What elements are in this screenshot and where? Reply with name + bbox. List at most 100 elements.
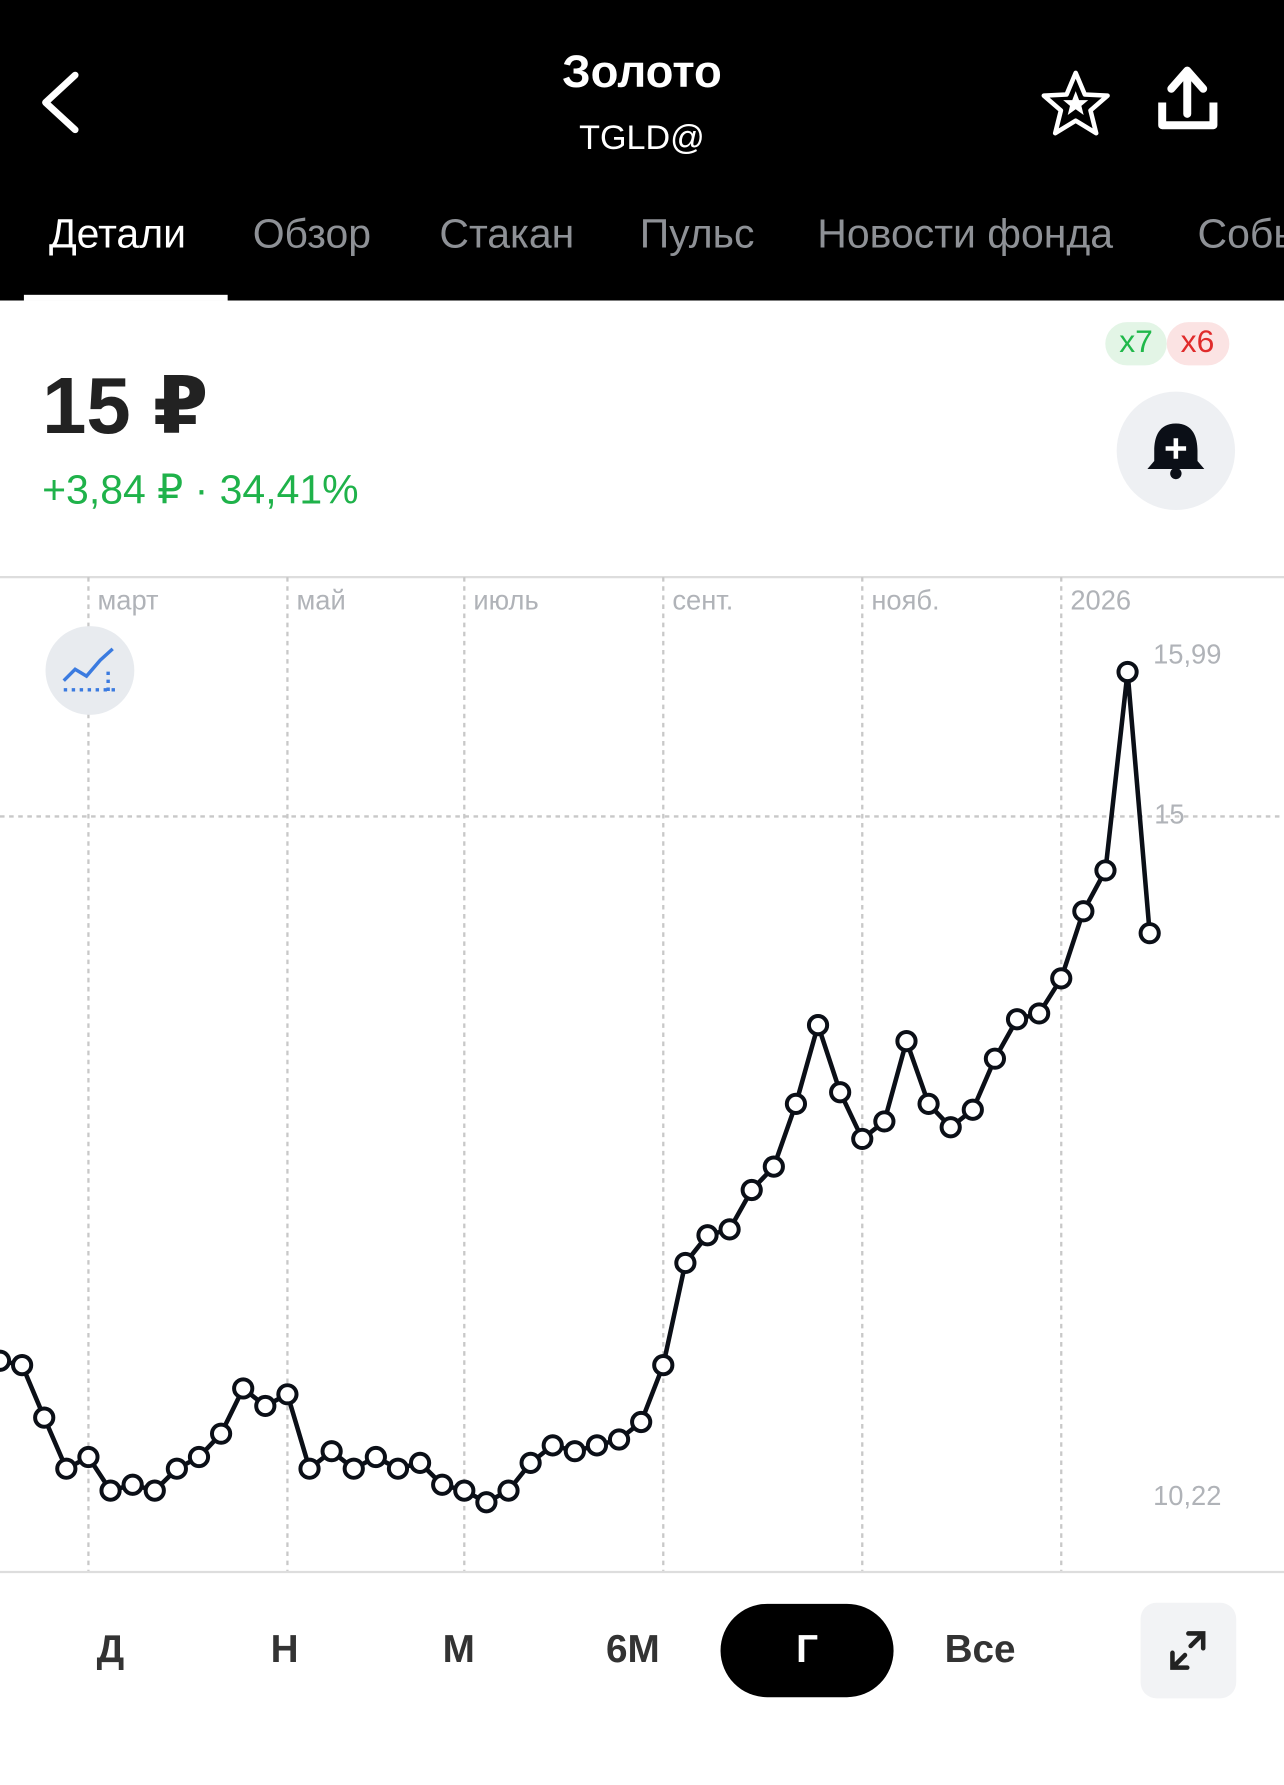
x-tick-label: март	[98, 584, 160, 615]
share-button[interactable]	[1158, 66, 1218, 130]
point-marker	[386, 1457, 410, 1480]
point-marker	[497, 1479, 520, 1502]
active-tab-underline	[23, 294, 228, 301]
point-marker	[1005, 1008, 1029, 1031]
period-button[interactable]: 6М	[606, 1628, 660, 1671]
period-selected-bg	[720, 1603, 894, 1698]
point-marker	[187, 1445, 211, 1469]
price-change: +3,84 ₽ · 34,41%	[42, 467, 358, 513]
point-marker	[563, 1440, 586, 1463]
badge: x6	[1181, 323, 1215, 359]
point-marker	[431, 1473, 454, 1496]
point-marker	[453, 1479, 476, 1502]
subtitle: TGLD@	[579, 119, 705, 157]
period-button[interactable]: Г	[796, 1628, 818, 1671]
point-marker	[1138, 922, 1161, 945]
point-marker	[718, 1218, 741, 1241]
period-button[interactable]: Все	[945, 1628, 1016, 1671]
point-marker	[806, 1014, 830, 1037]
point-marker	[0, 1349, 12, 1372]
tab[interactable]: Стакан	[439, 211, 574, 257]
point-marker	[740, 1178, 763, 1202]
point-marker	[408, 1451, 432, 1474]
favorite-button[interactable]	[1041, 70, 1110, 136]
point-marker	[33, 1406, 56, 1429]
price-line	[0, 669, 1152, 1505]
period-button[interactable]: М	[443, 1628, 475, 1671]
point-marker	[829, 1081, 852, 1104]
extreme-label: 10,22	[1153, 1480, 1221, 1511]
point-marker	[254, 1394, 277, 1418]
point-marker	[1028, 1002, 1051, 1025]
indicator-icon	[63, 671, 117, 695]
favorite-star	[1063, 91, 1089, 115]
x-tick-label: 2026	[1070, 584, 1131, 615]
point-marker	[541, 1434, 564, 1457]
y-tick-label: 15	[1154, 799, 1184, 830]
point-marker	[276, 1383, 299, 1406]
point-marker	[165, 1457, 188, 1480]
indicator-icon	[62, 647, 114, 682]
point-marker	[320, 1440, 343, 1463]
tab[interactable]: Новости фонда	[817, 211, 1113, 257]
tab[interactable]: Обзор	[253, 211, 371, 257]
fullscreen-button[interactable]	[1140, 1602, 1237, 1699]
period-button[interactable]: Д	[97, 1628, 125, 1671]
header-bar	[0, 0, 1284, 301]
point-marker	[209, 1422, 233, 1445]
badge: x7	[1119, 323, 1153, 359]
point-marker	[630, 1410, 653, 1434]
tab[interactable]: Пульс	[640, 211, 755, 257]
share-tray	[1158, 102, 1218, 130]
point-marker	[519, 1451, 542, 1474]
point-marker	[851, 1127, 874, 1151]
point-marker	[762, 1155, 785, 1178]
point-marker	[342, 1457, 365, 1480]
tab[interactable]: События	[1197, 211, 1284, 257]
bell-plus	[1165, 438, 1187, 459]
share-arrow	[1167, 66, 1208, 118]
point-marker	[11, 1354, 34, 1377]
extreme-label: 15,99	[1153, 638, 1221, 669]
bell-clapper	[1170, 467, 1182, 480]
badge-bg	[1166, 322, 1230, 366]
point-marker	[895, 1030, 918, 1053]
point-marker	[143, 1479, 166, 1502]
point-marker	[1072, 900, 1095, 923]
period-button[interactable]: Н	[271, 1628, 299, 1671]
point-marker	[674, 1251, 697, 1275]
badge-bg	[1105, 322, 1167, 366]
point-marker	[652, 1354, 675, 1377]
point-marker	[696, 1224, 719, 1247]
point-marker	[607, 1428, 631, 1451]
point-marker	[939, 1116, 962, 1139]
point-marker	[298, 1457, 321, 1480]
fullscreen-icon	[1170, 1631, 1206, 1670]
point-marker	[55, 1457, 78, 1480]
point-marker	[99, 1479, 122, 1502]
point-marker	[121, 1473, 144, 1496]
point-marker	[983, 1047, 1007, 1070]
price: 15 ₽	[42, 361, 208, 450]
point-marker	[1094, 859, 1117, 882]
point-marker	[364, 1445, 387, 1469]
x-tick-label: нояб.	[871, 584, 939, 615]
point-marker	[961, 1098, 984, 1121]
point-marker	[585, 1434, 609, 1457]
point-marker	[873, 1110, 896, 1133]
point-marker	[784, 1092, 808, 1115]
point-marker	[1116, 660, 1139, 684]
point-marker	[475, 1491, 498, 1514]
point-marker	[1050, 967, 1073, 990]
x-tick-label: июль	[473, 584, 538, 615]
point-marker	[917, 1092, 940, 1115]
title: Золото	[562, 46, 722, 97]
point-marker	[232, 1377, 255, 1400]
x-tick-label: май	[297, 584, 346, 615]
x-tick-label: сент.	[672, 584, 733, 615]
tab[interactable]: Детали	[49, 211, 186, 257]
back-button[interactable]	[42, 71, 79, 134]
